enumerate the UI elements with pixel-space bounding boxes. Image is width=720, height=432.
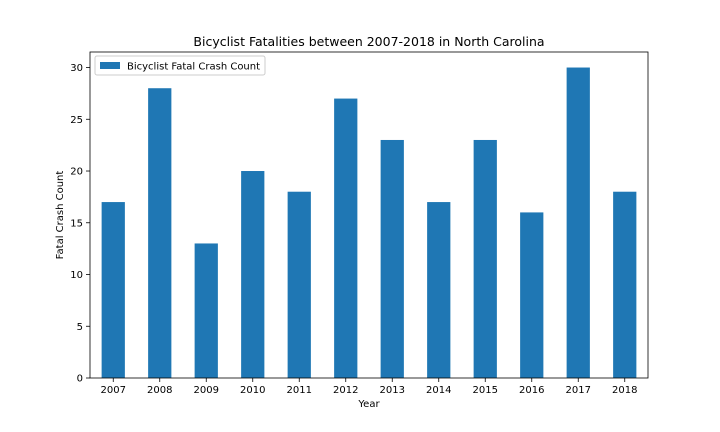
legend: Bicyclist Fatal Crash Count — [94, 55, 266, 76]
bar-2018 — [613, 191, 637, 378]
chart-title: Bicyclist Fatalities between 2007-2018 i… — [193, 34, 544, 49]
bar-2016 — [520, 212, 544, 378]
x-tick-label-2007: 2007 — [101, 385, 126, 396]
bar-2009 — [194, 243, 218, 378]
bar-2010 — [241, 171, 265, 378]
bar-2014 — [427, 202, 451, 378]
y-tick-label-10: 10 — [70, 270, 83, 281]
bar-2012 — [334, 98, 358, 379]
x-tick-label-2018: 2018 — [612, 385, 637, 396]
axes-group — [89, 51, 649, 379]
y-tick-label-20: 20 — [70, 167, 83, 178]
legend-label: Bicyclist Fatal Crash Count — [127, 62, 260, 73]
x-tick-label-2014: 2014 — [426, 385, 451, 396]
ticks-group: 2007 2008 2009 2010 2011 2012 2013 2014 2015 2016… — [70, 63, 637, 396]
bar-2013 — [380, 139, 404, 378]
bar-2015 — [473, 139, 497, 378]
x-tick-label-2013: 2013 — [380, 385, 405, 396]
x-tick-label-2017: 2017 — [566, 385, 591, 396]
y-tick-label-25: 25 — [70, 115, 83, 126]
bar-2008 — [148, 88, 172, 378]
y-tick-label-5: 5 — [77, 322, 83, 333]
bar-2011 — [287, 191, 311, 378]
plot-frame — [89, 51, 649, 379]
x-tick-label-2016: 2016 — [519, 385, 544, 396]
y-tick-label-0: 0 — [77, 374, 83, 385]
x-tick-label-2009: 2009 — [194, 385, 219, 396]
legend-swatch — [100, 62, 120, 69]
x-tick-label-2011: 2011 — [287, 385, 312, 396]
legend-frame — [94, 55, 266, 76]
y-axis-label: Fatal Crash Count — [55, 171, 66, 260]
x-tick-label-2012: 2012 — [333, 385, 358, 396]
x-tick-label-2010: 2010 — [240, 385, 265, 396]
bar-2007 — [101, 202, 125, 378]
bar-2017 — [566, 67, 590, 379]
y-tick-label-30: 30 — [70, 63, 83, 74]
y-tick-label-15: 15 — [70, 218, 83, 229]
bars-group — [101, 67, 637, 379]
x-axis-label: Year — [357, 399, 380, 410]
x-tick-label-2015: 2015 — [473, 385, 498, 396]
x-tick-label-2008: 2008 — [147, 385, 172, 396]
